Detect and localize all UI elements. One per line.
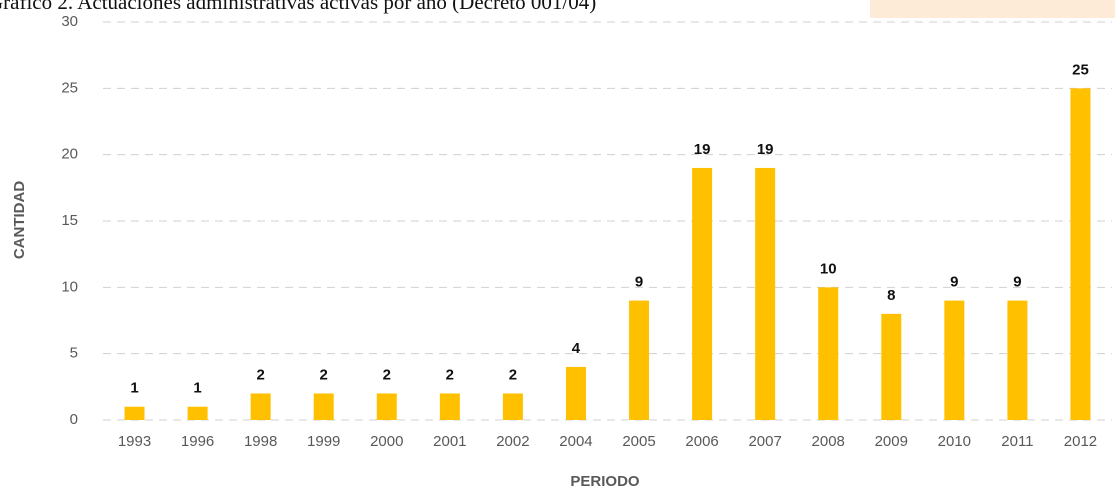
value-label: 2 (320, 366, 328, 383)
value-label: 2 (256, 366, 264, 383)
x-tick-label: 2004 (559, 433, 592, 450)
bar (692, 167, 713, 420)
value-label: 9 (950, 274, 958, 291)
bar (1007, 300, 1028, 420)
x-tick-label: 2002 (496, 433, 529, 450)
bar (629, 300, 650, 420)
value-label: 1 (193, 380, 201, 397)
y-tick-label: 10 (61, 278, 78, 295)
y-tick-label: 15 (61, 212, 78, 229)
bar (565, 366, 586, 420)
value-label: 10 (820, 260, 837, 277)
bar (881, 313, 902, 420)
x-axis-title: PERIODO (570, 473, 640, 490)
x-tick-label: 1999 (307, 433, 340, 450)
bar (376, 393, 397, 420)
bar (818, 287, 839, 420)
value-label: 8 (887, 287, 895, 304)
value-label: 2 (446, 366, 454, 383)
value-label: 25 (1072, 61, 1089, 78)
y-tick-label: 5 (70, 345, 78, 362)
x-tick-label: 2008 (812, 433, 845, 450)
x-tick-label: 2007 (748, 433, 781, 450)
title-highlight (870, 0, 1115, 18)
value-label: 19 (757, 141, 774, 158)
value-label: 2 (509, 366, 517, 383)
chart-title: Gráfico 2. Actuaciones administrativas a… (0, 0, 596, 14)
x-tick-label: 2009 (875, 433, 908, 450)
x-tick-label: 1996 (181, 433, 214, 450)
x-tick-label: 2006 (685, 433, 718, 450)
value-label: 1 (130, 380, 138, 397)
bar (313, 393, 334, 420)
bar (755, 167, 776, 420)
bar (250, 393, 271, 420)
y-axis-title: CANTIDAD (11, 181, 28, 259)
bar (439, 393, 460, 420)
y-tick-label: 20 (61, 146, 78, 163)
value-label: 2 (383, 366, 391, 383)
bar (502, 393, 523, 420)
x-tick-label: 2005 (622, 433, 655, 450)
y-tick-label: 30 (61, 13, 78, 30)
y-tick-label: 0 (70, 411, 78, 428)
value-label: 9 (1013, 274, 1021, 291)
y-tick-label: 25 (61, 79, 78, 96)
bar (1070, 88, 1091, 420)
bar (124, 406, 145, 420)
x-tick-label: 2010 (938, 433, 971, 450)
x-tick-label: 2000 (370, 433, 403, 450)
bar (187, 406, 208, 420)
bar (944, 300, 965, 420)
x-tick-label: 1998 (244, 433, 277, 450)
x-tick-label: 2012 (1064, 433, 1097, 450)
value-label: 9 (635, 274, 643, 291)
x-tick-label: 1993 (118, 433, 151, 450)
value-label: 4 (572, 340, 581, 357)
x-tick-label: 2011 (1001, 433, 1033, 450)
x-tick-label: 2001 (433, 433, 466, 450)
value-label: 19 (694, 141, 711, 158)
